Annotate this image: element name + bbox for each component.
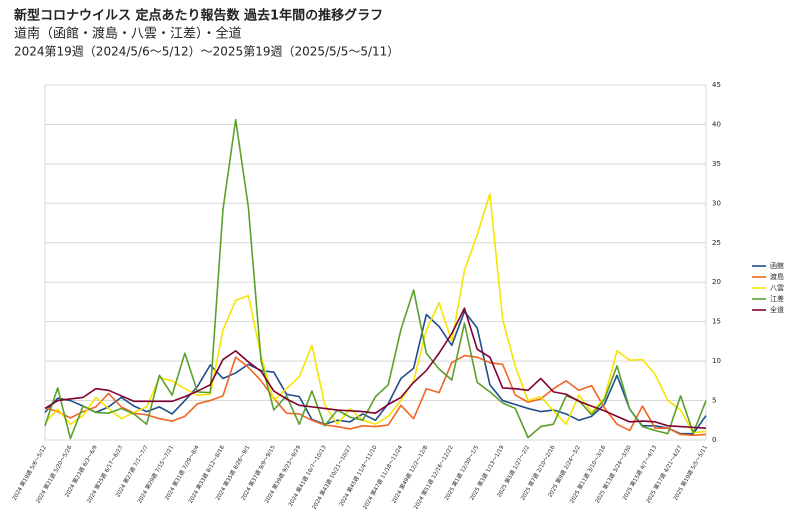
chart-title: 新型コロナウイルス 定点あたり報告数 過去1年間の推移グラフ [14, 8, 383, 24]
series-line [44, 354, 707, 437]
legend-label: 全道 [770, 305, 784, 314]
chart-subtitle: 道南（函館・渡島・八雲・江差）・全道 [14, 26, 242, 42]
legend-label: 函館 [770, 261, 784, 270]
chart-period: 2024第19週（2024/5/6～5/12）～2025第19週（2025/5/… [14, 45, 399, 59]
y-tick-label: 20 [712, 278, 721, 286]
y-tick-label: 5 [712, 397, 716, 405]
y-tick-label: 40 [712, 120, 721, 128]
series-line [44, 310, 707, 435]
legend-label: 八雲 [770, 284, 784, 292]
series-line [44, 118, 707, 440]
legend-label: 渡島 [770, 272, 784, 281]
y-tick-label: 25 [712, 239, 721, 247]
y-tick-label: 0 [712, 436, 716, 444]
y-tick-label: 45 [712, 81, 721, 89]
y-tick-label: 30 [712, 199, 721, 207]
y-tick-label: 15 [712, 318, 721, 326]
y-tick-label: 10 [712, 357, 721, 365]
series-line [44, 307, 707, 429]
legend-label: 江差 [770, 294, 784, 303]
y-tick-label: 35 [712, 160, 721, 168]
